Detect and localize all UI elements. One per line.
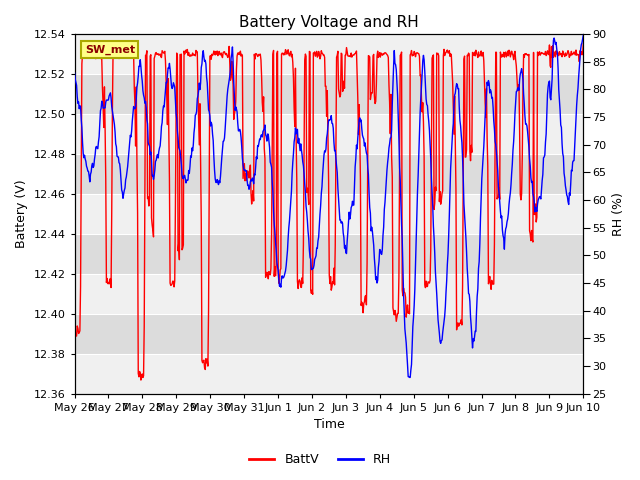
- Legend: BattV, RH: BattV, RH: [244, 448, 396, 471]
- Bar: [75, 234, 583, 274]
- Bar: [75, 274, 583, 314]
- X-axis label: Time: Time: [314, 419, 344, 432]
- Bar: [75, 194, 583, 234]
- Bar: [75, 154, 583, 194]
- Bar: [75, 114, 583, 154]
- Bar: [75, 74, 583, 114]
- Bar: [75, 314, 583, 354]
- Y-axis label: Battery (V): Battery (V): [15, 180, 28, 248]
- Y-axis label: RH (%): RH (%): [612, 192, 625, 236]
- Text: SW_met: SW_met: [84, 45, 135, 55]
- Title: Battery Voltage and RH: Battery Voltage and RH: [239, 15, 419, 30]
- Bar: [75, 354, 583, 394]
- Bar: [75, 34, 583, 74]
